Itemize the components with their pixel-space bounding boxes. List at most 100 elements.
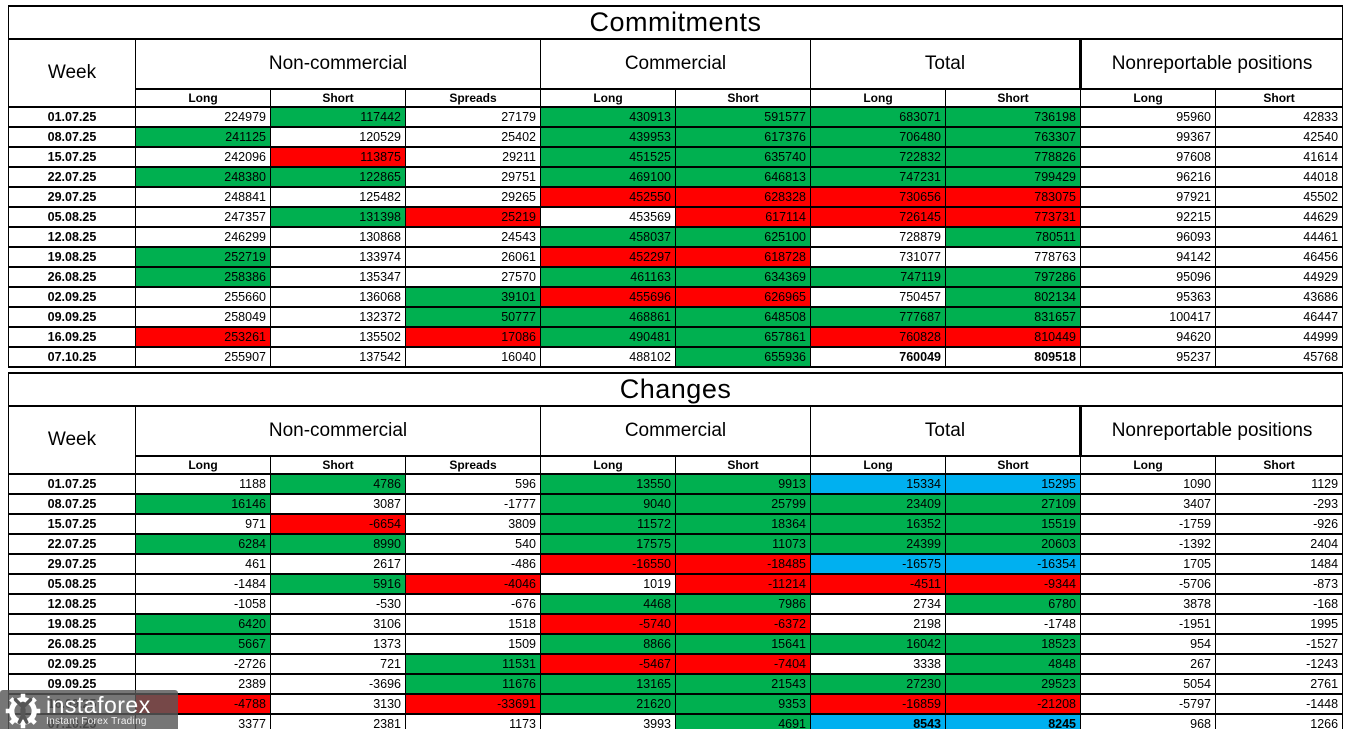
- value-cell: 488102: [540, 346, 676, 368]
- value-cell: 773731: [945, 206, 1081, 228]
- value-cell: 11572: [540, 513, 676, 535]
- value-cell: 247357: [135, 206, 271, 228]
- value-cell: -2726: [135, 653, 271, 675]
- value-cell: 17086: [405, 326, 541, 348]
- value-cell: 461163: [540, 266, 676, 288]
- table-row: 26.08.25 258386 135347 27570 461163 634369 747…: [8, 266, 1344, 288]
- value-cell: 16352: [810, 513, 946, 535]
- table-row: 08.07.25 16146 3087 -1777 9040 25799 23409 2710…: [8, 493, 1344, 515]
- value-cell: 458037: [540, 226, 676, 248]
- value-cell: -293: [1214, 493, 1344, 515]
- value-cell: -486: [405, 553, 541, 575]
- table-row: 16.09.25-47883130-33691216209353-16859-2…: [8, 693, 1344, 715]
- value-cell: 596: [405, 473, 541, 495]
- value-cell: -1392: [1080, 533, 1216, 555]
- value-cell: 258386: [135, 266, 271, 288]
- value-cell: -21208: [945, 693, 1081, 715]
- value-cell: -5467: [540, 653, 676, 675]
- value-cell: 778826: [945, 146, 1081, 168]
- week-cell: 29.07.25: [8, 553, 136, 575]
- value-cell: 16042: [810, 633, 946, 655]
- value-cell: 617376: [675, 126, 811, 148]
- week-cell: 01.07.25: [8, 106, 136, 128]
- value-cell: -1759: [1080, 513, 1216, 535]
- week-cell: 15.07.25: [8, 513, 136, 535]
- value-cell: 94142: [1080, 246, 1216, 268]
- value-cell: 617114: [675, 206, 811, 228]
- value-cell: 6420: [135, 613, 271, 635]
- value-cell: -1777: [405, 493, 541, 515]
- value-cell: 45502: [1214, 186, 1344, 208]
- group-header-nonreportable: Nonreportable positions: [1078, 38, 1344, 90]
- value-cell: 430913: [540, 106, 676, 128]
- subheader-nr-short: Short: [1214, 88, 1344, 108]
- value-cell: 8245: [945, 713, 1081, 729]
- value-cell: -1058: [135, 593, 271, 615]
- subheader-nc-short: Short: [270, 88, 406, 108]
- changes-table: Changes Week Non-commercial Commercial T…: [7, 372, 1344, 729]
- value-cell: 25799: [675, 493, 811, 515]
- value-cell: 255907: [135, 346, 271, 368]
- value-cell: -5797: [1080, 693, 1216, 715]
- value-cell: 455696: [540, 286, 676, 308]
- table-row: 16.09.25 253261 135502 17086 490481 657861 760…: [8, 326, 1344, 348]
- value-cell: 135502: [270, 326, 406, 348]
- table-row: 12.08.25 -1058 -530 -676 4468 7986 2734 6780 387…: [8, 593, 1344, 615]
- value-cell: 618728: [675, 246, 811, 268]
- value-cell: 1705: [1080, 553, 1216, 575]
- week-cell: 08.07.25: [8, 493, 136, 515]
- value-cell: 44018: [1214, 166, 1344, 188]
- value-cell: 3993: [540, 713, 676, 729]
- value-cell: 20603: [945, 533, 1081, 555]
- value-cell: 16146: [135, 493, 271, 515]
- value-cell: 5916: [270, 573, 406, 595]
- value-cell: -1748: [945, 613, 1081, 635]
- value-cell: 120529: [270, 126, 406, 148]
- value-cell: 646813: [675, 166, 811, 188]
- value-cell: 7986: [675, 593, 811, 615]
- value-cell: 117442: [270, 106, 406, 128]
- value-cell: 728879: [810, 226, 946, 248]
- subheader-nr-long: Long: [1080, 455, 1216, 475]
- value-cell: 41614: [1214, 146, 1344, 168]
- table-row: 07.10.2533772381117339934691854382459681…: [8, 713, 1344, 729]
- value-cell: 3338: [810, 653, 946, 675]
- value-cell: 655936: [675, 346, 811, 368]
- value-cell: 4468: [540, 593, 676, 615]
- subheader-nc-spreads: Spreads: [405, 88, 541, 108]
- value-cell: -926: [1214, 513, 1344, 535]
- value-cell: -18485: [675, 553, 811, 575]
- week-cell: 15.07.25: [8, 146, 136, 168]
- value-cell: 777687: [810, 306, 946, 328]
- value-cell: 634369: [675, 266, 811, 288]
- value-cell: -16575: [810, 553, 946, 575]
- value-cell: 2404: [1214, 533, 1344, 555]
- value-cell: -873: [1214, 573, 1344, 595]
- value-cell: 490481: [540, 326, 676, 348]
- table-row: 15.07.25 971 -6654 3809 11572 18364 16352 15519…: [8, 513, 1344, 535]
- value-cell: 625100: [675, 226, 811, 248]
- value-cell: 224979: [135, 106, 271, 128]
- value-cell: 96093: [1080, 226, 1216, 248]
- week-cell: 08.07.25: [8, 126, 136, 148]
- value-cell: 971: [135, 513, 271, 535]
- value-cell: 18364: [675, 513, 811, 535]
- value-cell: 763307: [945, 126, 1081, 148]
- value-cell: 831657: [945, 306, 1081, 328]
- value-cell: -16550: [540, 553, 676, 575]
- value-cell: 95960: [1080, 106, 1216, 128]
- value-cell: -4511: [810, 573, 946, 595]
- watermark-brand-text: instaforex: [46, 692, 151, 718]
- value-cell: -33691: [405, 693, 541, 715]
- subheader-nc-long: Long: [135, 455, 271, 475]
- watermark-tagline-text: Instant Forex Trading: [46, 716, 147, 727]
- week-cell: 02.09.25: [8, 286, 136, 308]
- week-cell: 19.08.25: [8, 613, 136, 635]
- value-cell: 1173: [405, 713, 541, 729]
- value-cell: 747119: [810, 266, 946, 288]
- value-cell: 736198: [945, 106, 1081, 128]
- value-cell: 255660: [135, 286, 271, 308]
- subheader-c-long: Long: [540, 455, 676, 475]
- value-cell: 1373: [270, 633, 406, 655]
- value-cell: -3696: [270, 673, 406, 695]
